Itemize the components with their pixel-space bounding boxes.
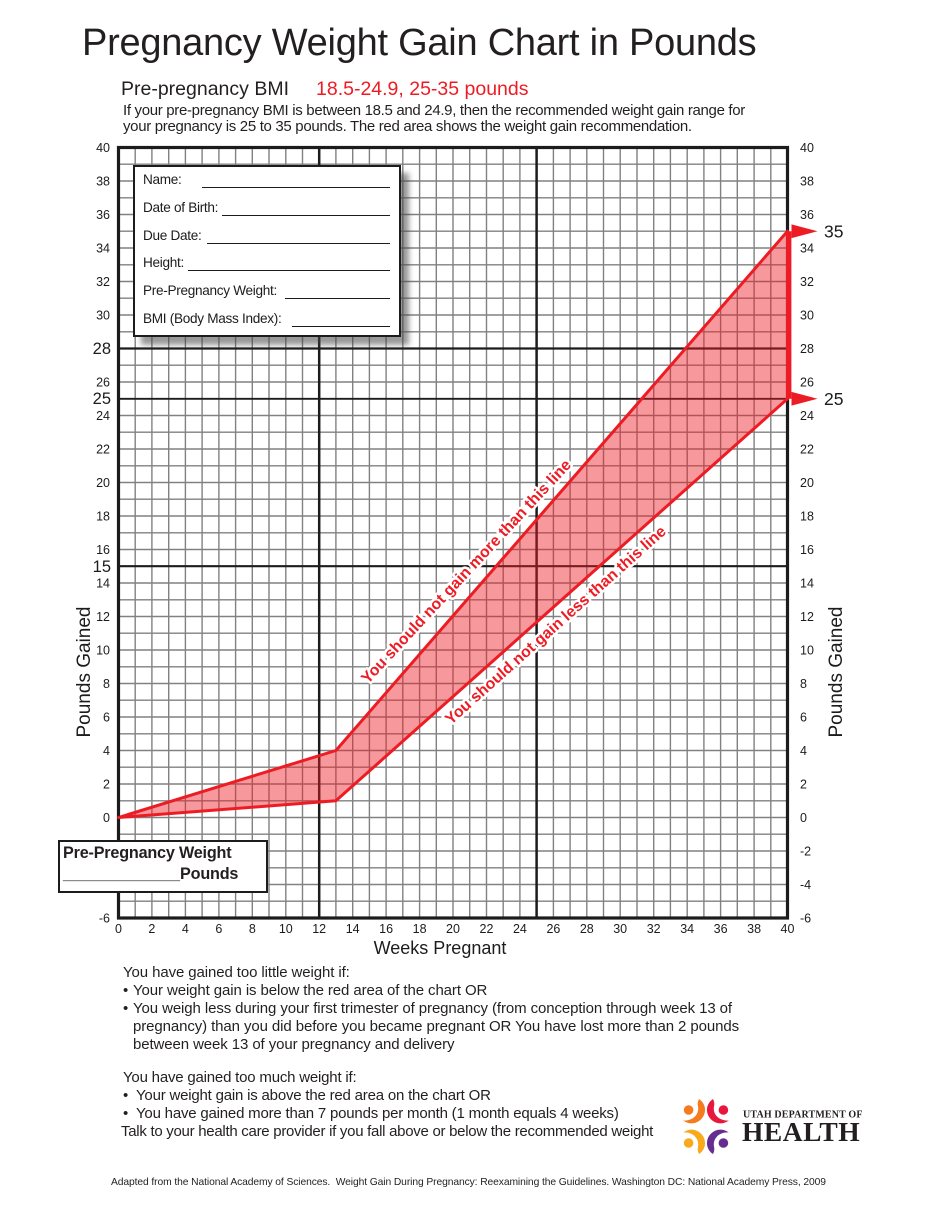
svg-text:Pounds Gained: Pounds Gained xyxy=(826,607,847,738)
svg-text:4: 4 xyxy=(800,744,807,758)
svg-text:18: 18 xyxy=(413,922,427,936)
svg-text:4: 4 xyxy=(182,922,189,936)
svg-text:36: 36 xyxy=(714,922,728,936)
svg-text:30: 30 xyxy=(800,308,814,322)
svg-text:28: 28 xyxy=(800,342,814,356)
svg-text:2: 2 xyxy=(800,777,807,791)
svg-text:10: 10 xyxy=(96,643,110,657)
svg-text:38: 38 xyxy=(800,174,814,188)
svg-text:2: 2 xyxy=(103,777,110,791)
svg-text:14: 14 xyxy=(96,576,110,590)
svg-text:HEALTH: HEALTH xyxy=(742,1116,860,1147)
svg-text:28: 28 xyxy=(580,922,594,936)
svg-text:25: 25 xyxy=(824,389,843,409)
svg-text:14: 14 xyxy=(346,922,360,936)
svg-text:36: 36 xyxy=(96,208,110,222)
svg-text:24: 24 xyxy=(96,409,110,423)
svg-text:32: 32 xyxy=(647,922,661,936)
svg-text:-4: -4 xyxy=(800,878,811,892)
svg-text:12: 12 xyxy=(312,922,326,936)
svg-text:35: 35 xyxy=(824,221,843,241)
svg-text:22: 22 xyxy=(480,922,494,936)
svg-text:2: 2 xyxy=(148,922,155,936)
svg-text:0: 0 xyxy=(115,922,122,936)
svg-text:6: 6 xyxy=(800,710,807,724)
svg-text:6: 6 xyxy=(215,922,222,936)
svg-text:10: 10 xyxy=(279,922,293,936)
svg-text:-2: -2 xyxy=(800,844,811,858)
svg-text:18: 18 xyxy=(800,509,814,523)
svg-text:34: 34 xyxy=(680,922,694,936)
svg-text:28: 28 xyxy=(93,340,111,358)
svg-text:8: 8 xyxy=(103,677,110,691)
svg-text:30: 30 xyxy=(96,308,110,322)
svg-text:40: 40 xyxy=(800,141,814,155)
svg-text:40: 40 xyxy=(96,141,110,155)
svg-text:0: 0 xyxy=(103,811,110,825)
svg-text:24: 24 xyxy=(800,409,814,423)
svg-text:30: 30 xyxy=(613,922,627,936)
svg-text:18: 18 xyxy=(96,509,110,523)
svg-text:20: 20 xyxy=(446,922,460,936)
svg-text:8: 8 xyxy=(249,922,256,936)
svg-text:38: 38 xyxy=(96,174,110,188)
svg-text:38: 38 xyxy=(747,922,761,936)
svg-text:16: 16 xyxy=(379,922,393,936)
svg-text:16: 16 xyxy=(800,543,814,557)
svg-text:36: 36 xyxy=(800,208,814,222)
svg-text:20: 20 xyxy=(800,476,814,490)
svg-text:32: 32 xyxy=(800,275,814,289)
svg-text:24: 24 xyxy=(513,922,527,936)
svg-text:22: 22 xyxy=(96,442,110,456)
svg-text:6: 6 xyxy=(103,710,110,724)
svg-text:25: 25 xyxy=(93,390,111,408)
svg-text:15: 15 xyxy=(93,558,111,576)
svg-text:Pounds Gained: Pounds Gained xyxy=(74,607,95,738)
svg-text:34: 34 xyxy=(800,241,814,255)
svg-text:Weeks Pregnant: Weeks Pregnant xyxy=(374,938,507,958)
svg-text:26: 26 xyxy=(800,375,814,389)
svg-text:20: 20 xyxy=(96,476,110,490)
svg-text:40: 40 xyxy=(781,922,795,936)
svg-text:26: 26 xyxy=(546,922,560,936)
svg-text:12: 12 xyxy=(96,610,110,624)
svg-text:10: 10 xyxy=(800,643,814,657)
svg-text:22: 22 xyxy=(800,442,814,456)
svg-text:14: 14 xyxy=(800,576,814,590)
svg-text:UTAH DEPARTMENT OF: UTAH DEPARTMENT OF xyxy=(743,1110,863,1121)
svg-text:16: 16 xyxy=(96,543,110,557)
svg-text:-6: -6 xyxy=(99,911,110,925)
svg-text:12: 12 xyxy=(800,610,814,624)
svg-text:34: 34 xyxy=(96,241,110,255)
svg-text:32: 32 xyxy=(96,275,110,289)
svg-text:26: 26 xyxy=(96,375,110,389)
svg-text:8: 8 xyxy=(800,677,807,691)
svg-text:0: 0 xyxy=(800,811,807,825)
svg-text:4: 4 xyxy=(103,744,110,758)
svg-text:-6: -6 xyxy=(800,911,811,925)
